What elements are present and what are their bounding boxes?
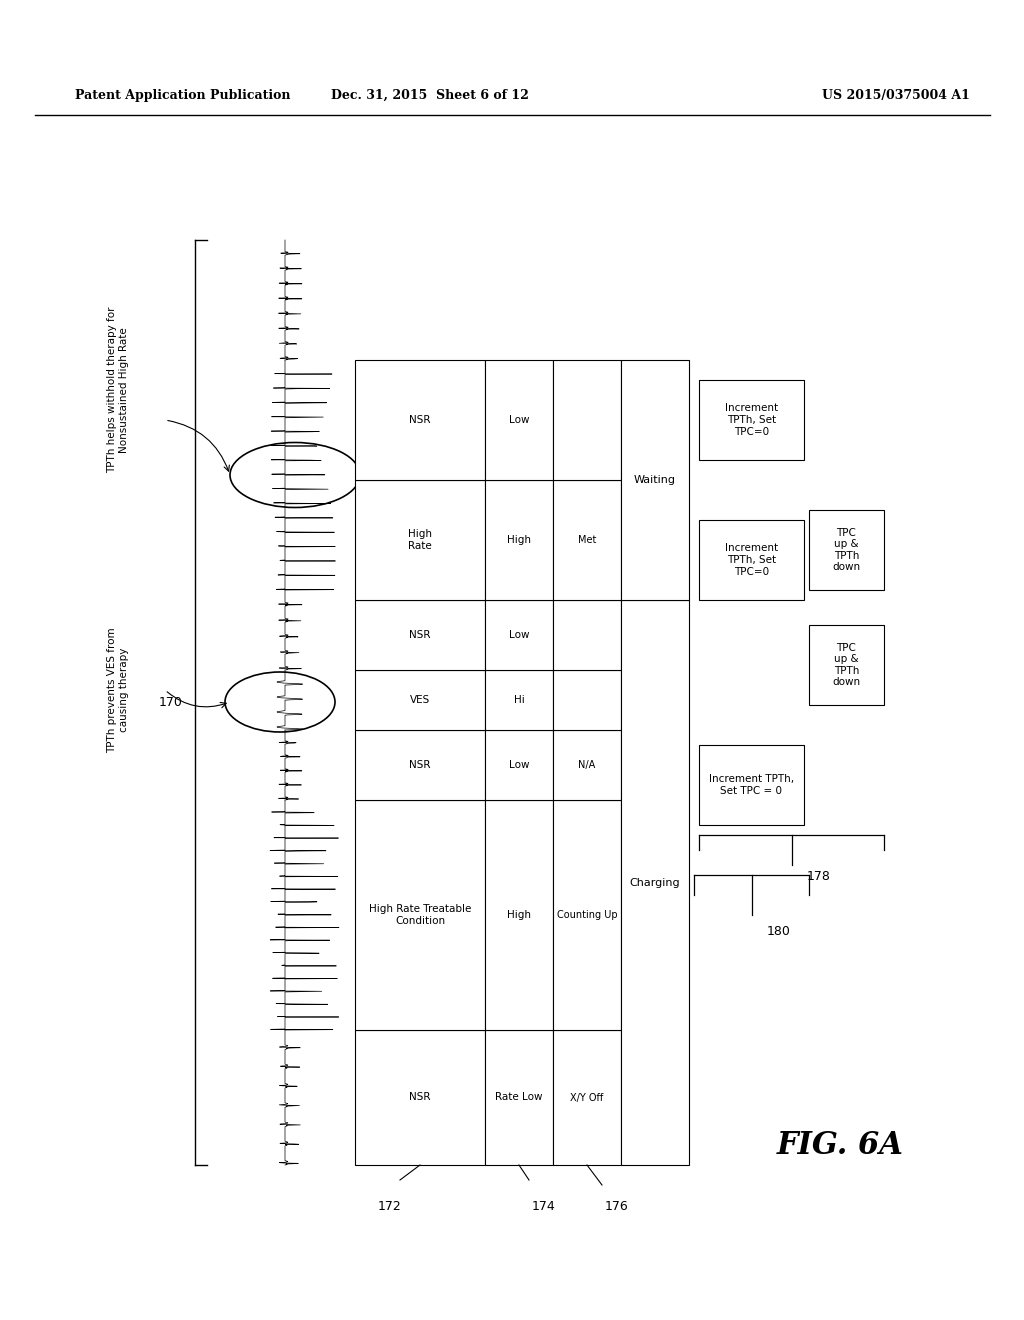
Text: 178: 178 [807, 870, 830, 883]
Text: NSR: NSR [410, 1093, 431, 1102]
Text: VES: VES [410, 696, 430, 705]
Bar [355, 730, 485, 800]
Bar [485, 671, 553, 730]
Text: NSR: NSR [410, 760, 431, 770]
Bar [355, 601, 485, 671]
Text: TPC
up &
TPTh
down: TPC up & TPTh down [833, 528, 860, 573]
Bar [553, 1030, 621, 1166]
Bar [553, 601, 621, 671]
Bar [485, 480, 553, 601]
Bar [699, 380, 804, 459]
Bar [621, 601, 689, 1166]
Text: Waiting: Waiting [634, 475, 676, 484]
Text: Hi: Hi [514, 696, 524, 705]
Text: 174: 174 [532, 1200, 556, 1213]
Bar [553, 800, 621, 1030]
Bar [355, 800, 485, 1030]
Bar [485, 800, 553, 1030]
Text: Low: Low [509, 414, 529, 425]
Text: Low: Low [509, 760, 529, 770]
Bar [485, 601, 553, 671]
Bar [699, 744, 804, 825]
Bar [809, 510, 884, 590]
Bar [355, 360, 485, 480]
Bar [553, 730, 621, 800]
Text: High
Rate: High Rate [408, 529, 432, 550]
Bar [553, 360, 621, 480]
Text: Charging: Charging [630, 878, 680, 887]
Text: TPTh prevents VES from
causing therapy: TPTh prevents VES from causing therapy [108, 627, 129, 752]
Text: High Rate Treatable
Condition: High Rate Treatable Condition [369, 904, 471, 925]
Bar [809, 624, 884, 705]
Text: Patent Application Publication: Patent Application Publication [75, 88, 291, 102]
Text: 180: 180 [767, 925, 791, 939]
Text: Increment
TPTh, Set
TPC=0: Increment TPTh, Set TPC=0 [725, 544, 778, 577]
Text: Low: Low [509, 630, 529, 640]
Text: TPTh helps withhold therapy for
Nonsustained High Rate: TPTh helps withhold therapy for Nonsusta… [108, 306, 129, 474]
Text: 172: 172 [378, 1200, 401, 1213]
Bar [553, 480, 621, 601]
Bar [485, 1030, 553, 1166]
Text: Increment TPTh,
Set TPC = 0: Increment TPTh, Set TPC = 0 [709, 775, 794, 796]
Text: High: High [507, 909, 531, 920]
Bar [485, 360, 553, 480]
Text: TPC
up &
TPTh
down: TPC up & TPTh down [833, 643, 860, 688]
Text: High: High [507, 535, 531, 545]
Text: US 2015/0375004 A1: US 2015/0375004 A1 [822, 88, 970, 102]
Text: Met: Met [578, 535, 596, 545]
Text: NSR: NSR [410, 414, 431, 425]
Text: 170: 170 [159, 696, 183, 709]
Text: NSR: NSR [410, 630, 431, 640]
Bar [553, 671, 621, 730]
Text: FIG. 6A: FIG. 6A [776, 1130, 903, 1160]
Bar [699, 520, 804, 601]
Text: Counting Up: Counting Up [557, 909, 617, 920]
Bar [621, 360, 689, 601]
Text: 176: 176 [605, 1200, 629, 1213]
Bar [355, 480, 485, 601]
Text: Dec. 31, 2015  Sheet 6 of 12: Dec. 31, 2015 Sheet 6 of 12 [331, 88, 529, 102]
Bar [485, 730, 553, 800]
Text: Increment
TPTh, Set
TPC=0: Increment TPTh, Set TPC=0 [725, 404, 778, 437]
Text: Rate Low: Rate Low [496, 1093, 543, 1102]
Text: N/A: N/A [579, 760, 596, 770]
Bar [355, 1030, 485, 1166]
Bar [355, 671, 485, 730]
Text: X/Y Off: X/Y Off [570, 1093, 603, 1102]
